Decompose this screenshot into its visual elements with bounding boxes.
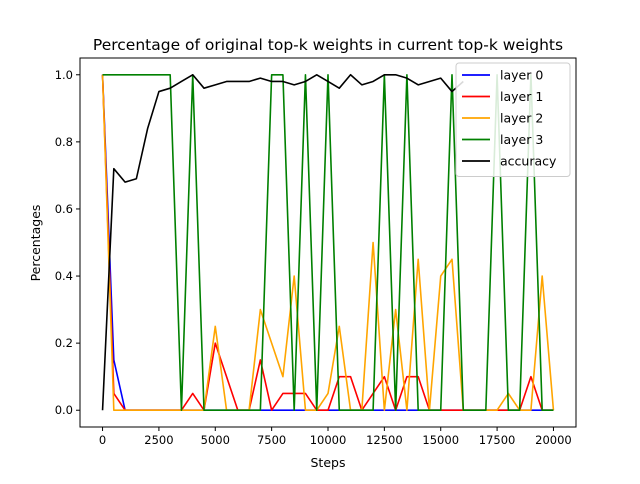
x-tick-label: 5000	[201, 433, 230, 447]
legend-label: layer 0	[500, 68, 543, 83]
x-tick-label: 2500	[144, 433, 173, 447]
x-axis: 0 2500 5000 7500 10000 12500 15000 17500 20000	[99, 427, 572, 447]
y-axis-label: Percentages	[28, 205, 43, 282]
series-line-accuracy	[101, 73, 464, 411]
x-tick-label: 10000	[310, 433, 347, 447]
y-tick-label: 0.0	[55, 403, 73, 417]
x-tick-label: 17500	[479, 433, 516, 447]
legend-box	[455, 62, 571, 177]
legend-label: layer 2	[500, 111, 543, 126]
y-tick-label: 0.4	[55, 269, 73, 283]
x-axis-label: Steps	[311, 455, 346, 470]
x-tick-label: 20000	[535, 433, 572, 447]
series-layer	[101, 73, 555, 412]
legend: layer 0 layer 1 layer 2 layer 3 accuracy	[455, 62, 571, 177]
y-axis: 0.0 0.2 0.4 0.6 0.8 1.0	[55, 68, 80, 417]
y-tick-label: 0.8	[55, 135, 73, 149]
x-tick-label: 12500	[366, 433, 403, 447]
legend-label: layer 3	[500, 132, 543, 147]
x-tick-label: 15000	[422, 433, 459, 447]
y-tick-label: 1.0	[55, 68, 73, 82]
series-line-layer-3	[102, 73, 554, 412]
x-tick-label: 0	[99, 433, 106, 447]
axes-frame	[79, 57, 577, 428]
chart-title: Percentage of original top-k weights in …	[93, 36, 563, 54]
legend-label: layer 1	[500, 89, 543, 104]
x-tick-label: 7500	[257, 433, 286, 447]
y-tick-label: 0.6	[55, 202, 73, 216]
legend-label: accuracy	[500, 154, 557, 169]
y-tick-label: 0.2	[55, 336, 73, 350]
